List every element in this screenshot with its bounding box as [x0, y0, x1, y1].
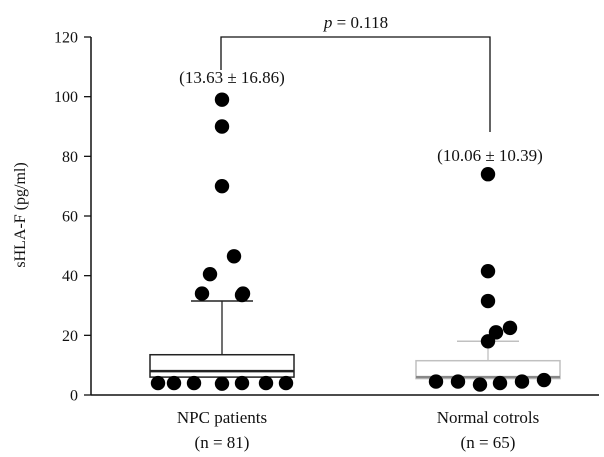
y-tick-label: 0 [70, 388, 78, 405]
npc-mean-sd-label: (13.63 ± 16.86) [179, 68, 285, 87]
npc-category-label: NPC patients [177, 408, 267, 427]
p-symbol: p [323, 13, 333, 32]
control-data-point [536, 372, 552, 388]
npc-data-point [226, 249, 242, 264]
control-mean-sd-label: (10.06 ± 10.39) [437, 146, 543, 165]
y-axis-ticks: 0 20 40 60 80 100 120 [54, 30, 91, 405]
npc-data-point [194, 286, 210, 301]
npc-data-point [258, 375, 274, 391]
npc-data-point [214, 119, 230, 134]
control-data-point [514, 374, 530, 389]
y-tick-label: 20 [62, 328, 78, 345]
npc-data-point [235, 286, 251, 301]
npc-box [149, 353, 295, 378]
control-data-point [480, 293, 496, 309]
p-value-label: p = 0.118 [323, 13, 388, 32]
control-data-point [480, 263, 496, 279]
npc-n-label: (n = 81) [195, 433, 250, 452]
p-value-text: = 0.118 [332, 13, 388, 32]
box-elements [149, 300, 561, 380]
y-axis-title: sHLA-F (pg/ml) [12, 162, 29, 267]
npc-data-point [186, 375, 202, 391]
npc-data-point [166, 375, 182, 391]
npc-data-point [214, 92, 230, 107]
control-n-label: (n = 65) [461, 433, 516, 452]
npc-data-point [278, 375, 294, 391]
control-category-label: Normal cotrols [437, 408, 539, 427]
data-points [150, 92, 552, 392]
control-box [415, 359, 561, 380]
npc-data-point [150, 375, 166, 391]
npc-data-point [214, 376, 230, 391]
npc-data-point [234, 375, 250, 391]
npc-data-point [202, 266, 218, 282]
control-data-point [480, 167, 496, 182]
y-tick-label: 100 [54, 89, 78, 106]
y-tick-label: 80 [62, 149, 78, 166]
y-tick-label: 60 [62, 209, 78, 226]
npc-data-point [214, 178, 230, 194]
y-tick-label: 120 [54, 30, 78, 47]
y-tick-label: 40 [62, 268, 78, 285]
significance-bracket [220, 36, 491, 132]
control-data-point [428, 374, 444, 389]
control-data-point [480, 334, 496, 349]
control-data-point [502, 320, 518, 336]
control-data-point [492, 375, 508, 391]
control-data-point [450, 374, 466, 389]
control-data-point [472, 377, 488, 392]
